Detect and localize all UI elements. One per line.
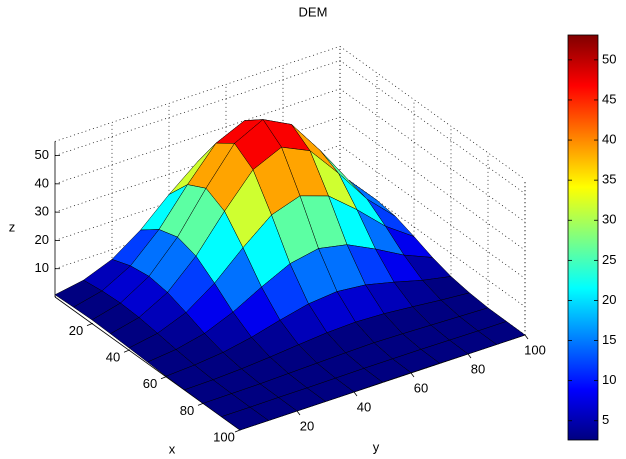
x-tick-label: 80 [180,403,194,418]
grid-line [54,88,526,223]
x-tick-label: 60 [143,376,157,391]
y-tick-label: 60 [414,380,428,395]
chart-title: DEM [299,4,328,19]
surface [54,119,526,431]
colorbar-tick-label: 40 [602,131,616,146]
z-tick-label: 40 [35,175,49,190]
x-tick [197,403,204,406]
y-tick-label: 20 [300,418,314,433]
z-tick-label: 20 [35,232,49,247]
y-tick-label: 100 [524,342,546,357]
surface-patch [220,406,270,431]
x-tick-label: 100 [213,429,235,444]
x-axis-label: x [169,441,176,456]
y-tick [296,410,301,416]
colorbar-tick-label: 35 [602,172,616,187]
y-axis-label: y [373,439,380,454]
grid-line [54,60,526,194]
x-tick-label: 20 [69,323,83,338]
y-tick [524,334,529,340]
colorbar-tick-label: 5 [602,412,609,427]
colorbar-tick-label: 20 [602,292,616,307]
x-tick [234,429,241,433]
z-axis-label: z [9,219,16,234]
x-tick [86,323,93,326]
y-tick-label: 80 [471,361,485,376]
x-tick [123,349,130,353]
colorbar-tick-label: 10 [602,372,616,387]
colorbar-tick-label: 25 [602,252,616,267]
y-tick-label: 40 [357,399,371,414]
colorbar-tick-label: 15 [602,332,616,347]
y-tick [353,391,358,397]
y-tick [467,353,472,359]
colorbar-tick-label: 30 [602,212,616,227]
box-edge [339,46,526,180]
colorbar [567,34,599,441]
x-tick [160,376,167,380]
z-tick-label: 50 [35,147,49,162]
z-tick-label: 30 [35,204,49,219]
y-tick [410,372,415,378]
x-tick-label: 40 [106,350,120,365]
box-edge [54,46,341,142]
z-tick-label: 10 [35,260,49,275]
colorbar-tick-label: 45 [602,91,616,106]
colorbar-tick-label: 50 [602,51,616,66]
